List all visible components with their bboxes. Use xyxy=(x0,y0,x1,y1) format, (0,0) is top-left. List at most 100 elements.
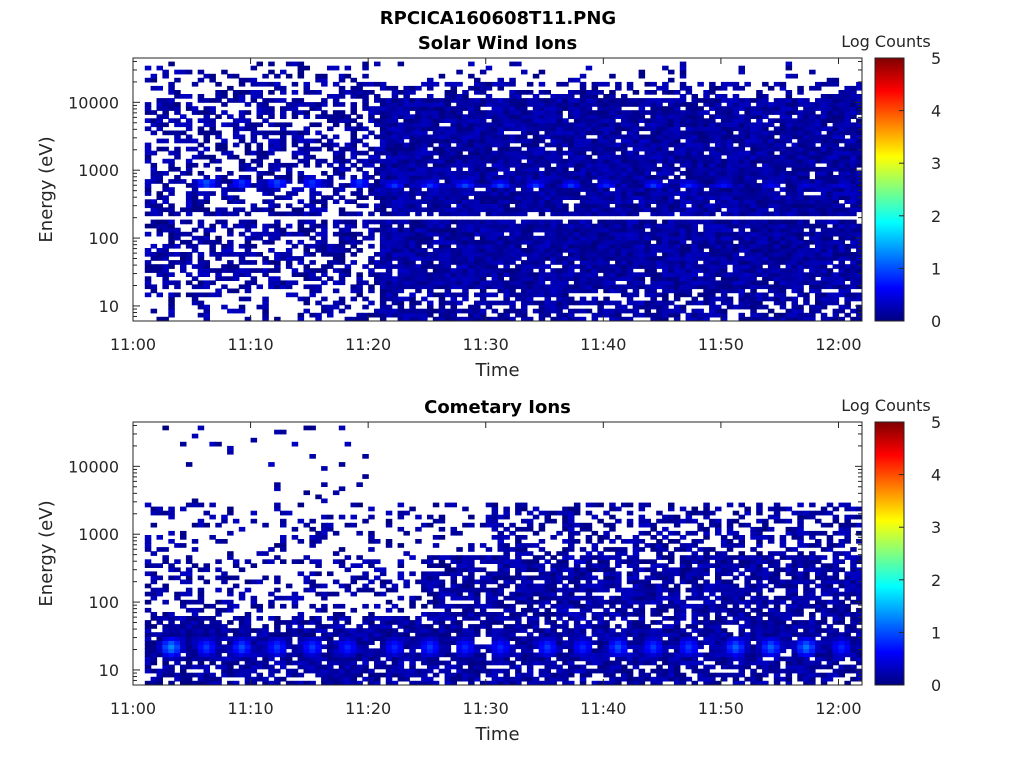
heatmap-cell xyxy=(556,98,563,103)
heatmap-cell xyxy=(268,284,275,290)
heatmap-cell xyxy=(562,187,569,192)
heatmap-cell xyxy=(503,158,510,164)
heatmap-cell xyxy=(491,81,499,87)
heatmap-cell xyxy=(568,90,575,95)
heatmap-cell xyxy=(262,130,269,136)
heatmap-cell xyxy=(538,69,546,75)
heatmap-cell xyxy=(803,118,810,123)
heatmap-cell xyxy=(615,256,622,261)
heatmap-cell xyxy=(197,264,205,269)
heatmap-cell xyxy=(280,138,287,144)
heatmap-cell xyxy=(421,171,428,176)
heatmap-cell xyxy=(615,211,622,217)
heatmap-cell xyxy=(532,138,540,144)
heatmap-cell xyxy=(309,203,316,209)
heatmap-cell xyxy=(197,199,205,204)
heatmap-cell xyxy=(409,146,416,152)
heatmap-cell xyxy=(579,239,587,245)
heatmap-cell xyxy=(579,300,587,306)
heatmap-cell xyxy=(350,94,357,99)
heatmap-cell xyxy=(744,126,751,132)
heatmap-cell xyxy=(644,175,651,180)
heatmap-cell xyxy=(462,239,469,245)
heatmap-cell xyxy=(797,158,804,164)
heatmap-cell xyxy=(673,203,681,209)
heatmap-cell xyxy=(385,268,393,273)
heatmap-cell xyxy=(756,231,763,237)
heatmap-cell xyxy=(632,175,640,180)
heatmap-cell xyxy=(309,260,316,265)
heatmap-cell xyxy=(403,191,410,196)
heatmap-cell xyxy=(150,308,158,314)
heatmap-cell xyxy=(621,142,628,148)
heatmap-cell xyxy=(379,280,387,286)
heatmap-cell xyxy=(144,211,152,217)
heatmap-cell xyxy=(785,207,793,213)
heatmap-cell xyxy=(662,308,669,314)
heatmap-cell xyxy=(227,122,234,128)
heatmap-cell xyxy=(421,150,428,156)
heatmap-cell xyxy=(338,150,346,156)
heatmap-cell xyxy=(756,138,763,144)
heatmap-cell xyxy=(638,300,646,306)
heatmap-cell xyxy=(438,239,446,245)
heatmap-cell xyxy=(626,102,634,107)
heatmap-cell xyxy=(450,134,457,140)
heatmap-cell xyxy=(509,223,516,229)
heatmap-cell xyxy=(227,150,234,156)
heatmap-cell xyxy=(403,316,410,321)
heatmap-cell xyxy=(174,122,181,128)
heatmap-cell xyxy=(174,231,181,237)
heatmap-cell xyxy=(503,203,510,209)
heatmap-cell xyxy=(797,207,804,213)
heatmap-cell xyxy=(726,300,734,306)
heatmap-cell xyxy=(409,260,416,265)
heatmap-cell xyxy=(632,154,640,160)
heatmap-cell xyxy=(227,252,234,257)
heatmap-cell xyxy=(250,126,258,132)
heatmap-cell xyxy=(597,195,604,200)
heatmap-cell xyxy=(421,126,428,132)
heatmap-cell xyxy=(332,158,340,164)
heatmap-cell xyxy=(750,276,757,281)
heatmap-cell xyxy=(232,130,240,136)
heatmap-cell xyxy=(691,308,698,314)
heatmap-cell xyxy=(268,114,275,119)
heatmap-cell xyxy=(591,272,599,277)
heatmap-cell xyxy=(474,138,481,144)
heatmap-cell xyxy=(767,268,775,273)
heatmap-cell xyxy=(779,316,787,321)
heatmap-cell xyxy=(720,142,728,148)
heatmap-cell xyxy=(397,110,405,115)
heatmap-cell xyxy=(397,183,405,188)
heatmap-cell xyxy=(403,146,410,152)
heatmap-cell xyxy=(656,264,663,269)
heatmap-cell xyxy=(779,102,787,107)
heatmap-cell xyxy=(309,138,316,144)
heatmap-cell xyxy=(621,223,628,229)
heatmap-cell xyxy=(603,191,610,196)
heatmap-cell xyxy=(256,231,263,237)
heatmap-cell xyxy=(415,98,422,103)
heatmap-cell xyxy=(438,207,446,213)
heatmap-cell xyxy=(509,171,516,176)
heatmap-cell xyxy=(791,187,798,192)
heatmap-cell xyxy=(703,146,710,152)
heatmap-cell xyxy=(626,264,634,269)
heatmap-cell xyxy=(603,268,610,273)
heatmap-cell xyxy=(391,231,399,237)
heatmap-cell xyxy=(256,162,263,168)
heatmap-cell xyxy=(162,102,169,107)
heatmap-cell xyxy=(591,288,599,294)
heatmap-cell xyxy=(626,122,634,128)
heatmap-cell xyxy=(144,126,152,132)
heatmap-cell xyxy=(615,199,622,204)
heatmap-cell xyxy=(544,106,551,111)
heatmap-cell xyxy=(262,227,269,233)
heatmap-cell xyxy=(379,211,387,217)
heatmap-cell xyxy=(773,227,781,233)
heatmap-cell xyxy=(280,256,287,261)
heatmap-cell xyxy=(732,248,740,253)
heatmap-cell xyxy=(244,296,252,302)
heatmap-cell xyxy=(180,231,187,237)
